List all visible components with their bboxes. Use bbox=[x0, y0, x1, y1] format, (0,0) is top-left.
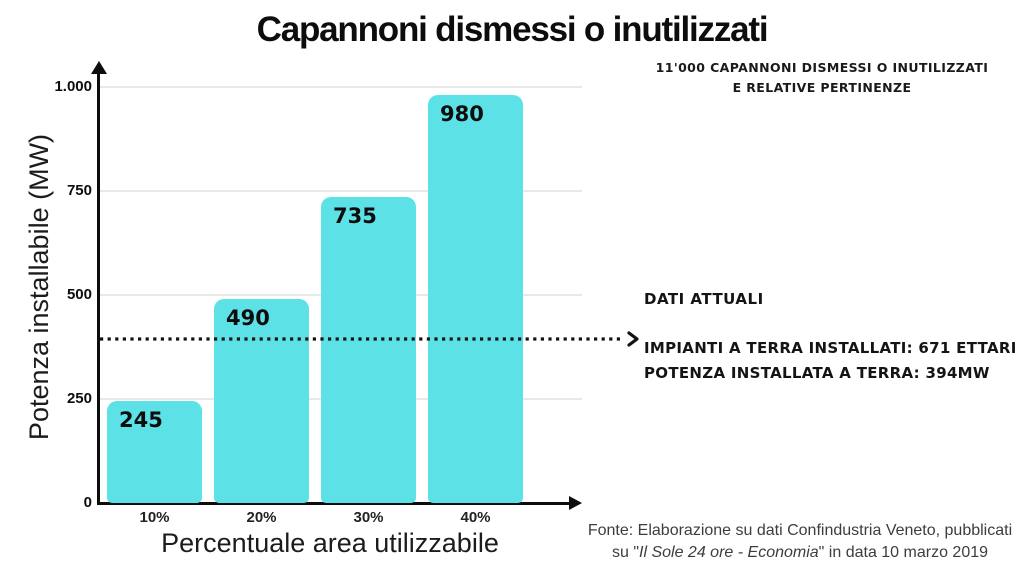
x-axis-line bbox=[97, 502, 571, 505]
y-tick-250: 250 bbox=[66, 390, 92, 407]
reference-dotted-arrow bbox=[100, 331, 639, 347]
gridline-1.000 bbox=[100, 86, 582, 88]
top-note-line2: E RELATIVE PERTINENZE bbox=[732, 80, 912, 95]
chart-title: Capannoni dismessi o inutilizzati bbox=[256, 10, 769, 49]
label-potenza-installata: POTENZA INSTALLATA A TERRA: 394MW bbox=[644, 364, 990, 382]
x-axis-title: Percentuale area utilizzabile bbox=[161, 528, 499, 558]
top-note-line1: 11'000 CAPANNONI DISMESSI O INUTILIZZATI bbox=[655, 60, 989, 75]
x-tick-30%: 30% bbox=[353, 509, 384, 526]
y-axis-line bbox=[97, 70, 100, 504]
y-axis-arrow-icon bbox=[91, 61, 107, 74]
bar-value-label: 980 bbox=[440, 102, 484, 127]
x-tick-20%: 20% bbox=[246, 509, 277, 526]
x-tick-40%: 40% bbox=[460, 509, 491, 526]
y-tick-0: 0 bbox=[83, 494, 92, 511]
top-note: 11'000 CAPANNONI DISMESSI O INUTILIZZATI… bbox=[636, 58, 1008, 98]
y-axis-title: Potenza installabile (MW) bbox=[24, 133, 54, 441]
label-dati-attuali: DATI ATTUALI bbox=[644, 290, 764, 308]
x-tick-10%: 10% bbox=[139, 509, 170, 526]
x-axis-arrow-icon bbox=[569, 496, 582, 510]
bar-value-label: 245 bbox=[119, 408, 163, 433]
bar-30%: 735 bbox=[321, 197, 416, 503]
bar-20%: 490 bbox=[214, 299, 309, 503]
bar-10%: 245 bbox=[107, 401, 202, 503]
source-publication: Il Sole 24 ore - Economia bbox=[639, 544, 819, 561]
source-note: Fonte: Elaborazione su dati Confindustri… bbox=[586, 520, 1014, 564]
bar-value-label: 490 bbox=[226, 306, 270, 331]
bar-value-label: 735 bbox=[333, 204, 377, 229]
y-tick-500: 500 bbox=[66, 286, 92, 303]
bar-40%: 980 bbox=[428, 95, 523, 503]
source-line1: Fonte: Elaborazione su dati Confindustri… bbox=[587, 522, 1013, 539]
label-impianti-a-terra: IMPIANTI A TERRA INSTALLATI: 671 ETTARI bbox=[644, 339, 1017, 357]
y-tick-1.000: 1.000 bbox=[54, 78, 92, 95]
gridline-750 bbox=[100, 190, 582, 192]
source-line2: su "Il Sole 24 ore - Economia" in data 1… bbox=[611, 544, 989, 561]
y-tick-750: 750 bbox=[66, 182, 92, 199]
